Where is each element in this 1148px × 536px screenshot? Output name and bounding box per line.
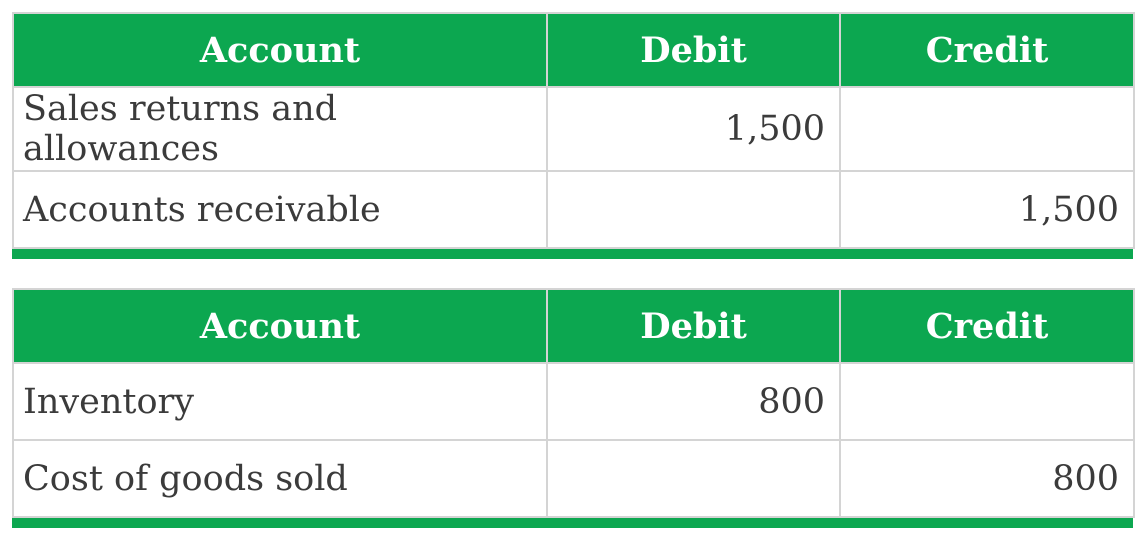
column-header-credit: Credit [839,288,1135,364]
account-cell: Inventory [12,362,548,441]
header-row: Account Debit Credit [12,12,1135,88]
column-header-credit: Credit [839,12,1135,88]
journal-table: Account Debit Credit Inventory 800 Cost … [12,288,1135,518]
column-header-account: Account [12,288,548,364]
debit-cell: 800 [546,362,841,441]
table-row: Inventory 800 [12,362,1135,441]
account-cell: Cost of goods sold [12,439,548,518]
debit-cell: 1,500 [546,86,841,172]
credit-cell: 800 [839,439,1135,518]
journal-entry-table-2: Account Debit Credit Inventory 800 Cost … [12,288,1135,528]
journal-entry-table-1: Account Debit Credit Sales returns and a… [12,12,1135,259]
debit-cell [546,170,841,249]
account-cell: Sales returns and allowances [12,86,548,172]
credit-cell [839,86,1135,172]
column-header-account: Account [12,12,548,88]
credit-cell [839,362,1135,441]
column-header-debit: Debit [546,12,841,88]
table-row: Sales returns and allowances 1,500 [12,86,1135,172]
journal-table: Account Debit Credit Sales returns and a… [12,12,1135,249]
account-cell: Accounts receivable [12,170,548,249]
credit-cell: 1,500 [839,170,1135,249]
table-bottom-accent-bar [12,249,1133,259]
column-header-debit: Debit [546,288,841,364]
table-bottom-accent-bar [12,518,1133,528]
header-row: Account Debit Credit [12,288,1135,364]
table-row: Cost of goods sold 800 [12,439,1135,518]
debit-cell [546,439,841,518]
table-row: Accounts receivable 1,500 [12,170,1135,249]
